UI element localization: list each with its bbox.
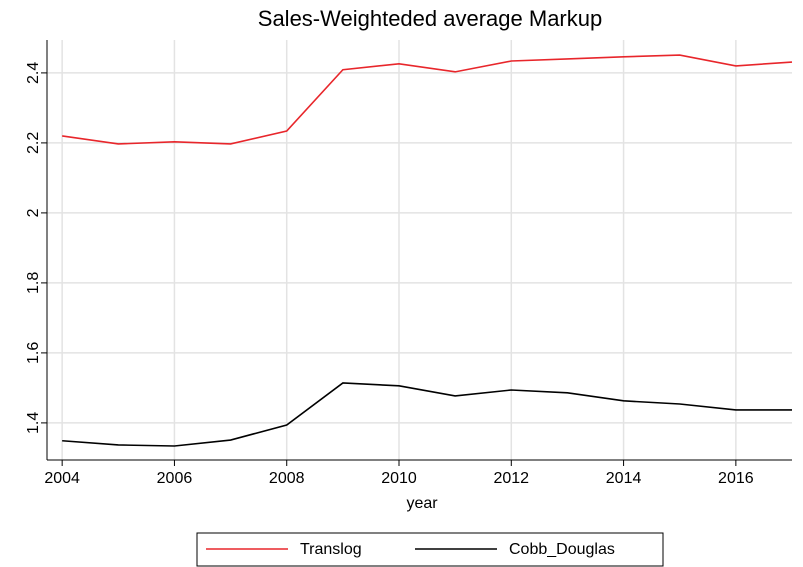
chart-title: Sales-Weighteded average Markup (258, 6, 602, 31)
x-tick-label: 2008 (269, 470, 305, 487)
y-tick-label: 2.4 (25, 62, 42, 84)
x-tick-label: 2016 (718, 470, 754, 487)
legend-label: Cobb_Douglas (509, 541, 615, 558)
x-tick-label: 2014 (606, 470, 642, 487)
y-tick-label: 2.2 (25, 132, 42, 154)
x-tick-label: 2004 (44, 470, 80, 487)
y-tick-label: 1.4 (25, 412, 42, 434)
data-line (62, 54, 793, 145)
legend-label: Translog (300, 541, 362, 558)
x-tick-label: 2012 (493, 470, 529, 487)
x-tick-label: 2006 (157, 470, 193, 487)
y-tick-label: 1.6 (25, 342, 42, 364)
y-tick-label: 1.8 (25, 272, 42, 294)
data-line (62, 382, 792, 447)
y-tick-label: 2 (25, 208, 42, 217)
x-tick-label: 2010 (381, 470, 417, 487)
x-axis-label: year (406, 495, 438, 512)
